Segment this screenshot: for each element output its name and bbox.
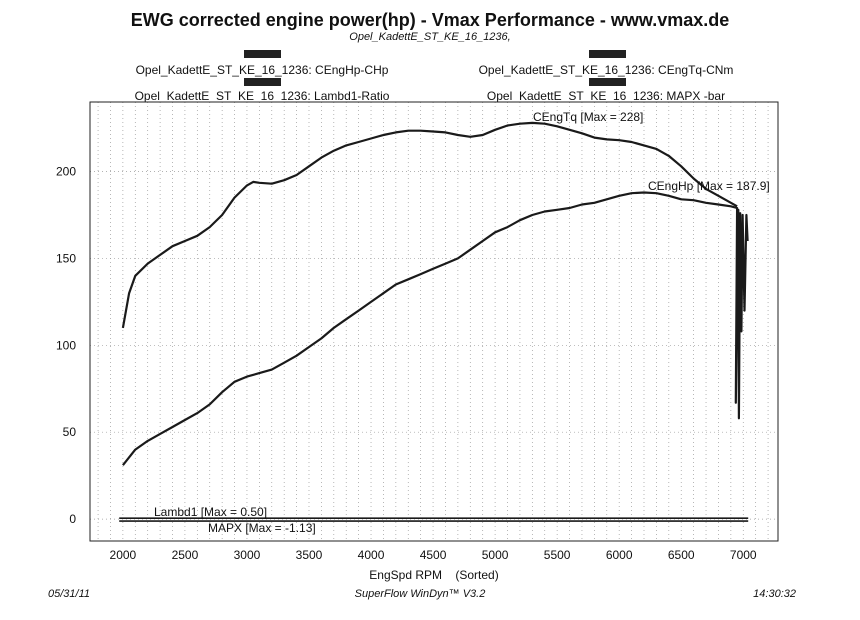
- legend-swatch-mapx: [589, 78, 626, 86]
- annotation-tq: CEngTq [Max = 228]: [533, 110, 643, 124]
- y-tick-label: 150: [56, 251, 76, 265]
- x-axis-label: EngSpd RPM (Sorted): [369, 568, 498, 582]
- x-tick-label: 5000: [482, 548, 509, 562]
- legend-label-lambda: Opel_KadettE_ST_KE_16_1236: Lambd1-Ratio: [135, 89, 390, 103]
- chart-subtitle: Opel_KadettE_ST_KE_16_1236,: [349, 31, 510, 43]
- legend-label-mapx: Opel_KadettE_ST_KE_16_1236: MAPX -bar: [487, 89, 725, 103]
- legend-label-hp: Opel_KadettE_ST_KE_16_1236: CEngHp-CHp: [136, 63, 389, 77]
- annotation-mapx: MAPX [Max = -1.13]: [208, 521, 316, 535]
- footer-date: 05/31/11: [48, 588, 90, 600]
- footer-time: 14:30:32: [753, 588, 796, 600]
- x-tick-label: 2500: [172, 548, 199, 562]
- plot-frame: [89, 101, 779, 542]
- x-tick-label: 3500: [296, 548, 323, 562]
- legend-swatch-hp: [244, 50, 281, 58]
- annotation-lambda: Lambd1 [Max = 0.50]: [154, 505, 267, 519]
- series-line-cenghp: [122, 191, 749, 466]
- y-tick-label: 200: [56, 165, 76, 179]
- x-tick-label: 4000: [358, 548, 385, 562]
- y-tick-label: 0: [69, 512, 76, 526]
- x-tick-label: 7000: [730, 548, 757, 562]
- footer-software: SuperFlow WinDyn™ V3.2: [355, 588, 486, 600]
- x-tick-label: 3000: [234, 548, 261, 562]
- x-tick-label: 5500: [544, 548, 571, 562]
- y-tick-label: 100: [56, 338, 76, 352]
- x-tick-label: 2000: [110, 548, 137, 562]
- x-tick-label: 6000: [606, 548, 633, 562]
- y-tick-label: 50: [63, 425, 77, 439]
- legend-label-tq: Opel_KadettE_ST_KE_16_1236: CEngTq-CNm: [479, 63, 734, 77]
- legend-swatch-tq: [589, 50, 626, 58]
- annotation-hp: CEngHp [Max = 187.9]: [648, 179, 770, 193]
- chart-title: EWG corrected engine power(hp) - Vmax Pe…: [131, 10, 729, 30]
- series-line-cengtq: [121, 121, 738, 329]
- x-tick-label: 4500: [420, 548, 447, 562]
- x-tick-label: 6500: [668, 548, 695, 562]
- legend-swatch-lambda: [244, 78, 281, 86]
